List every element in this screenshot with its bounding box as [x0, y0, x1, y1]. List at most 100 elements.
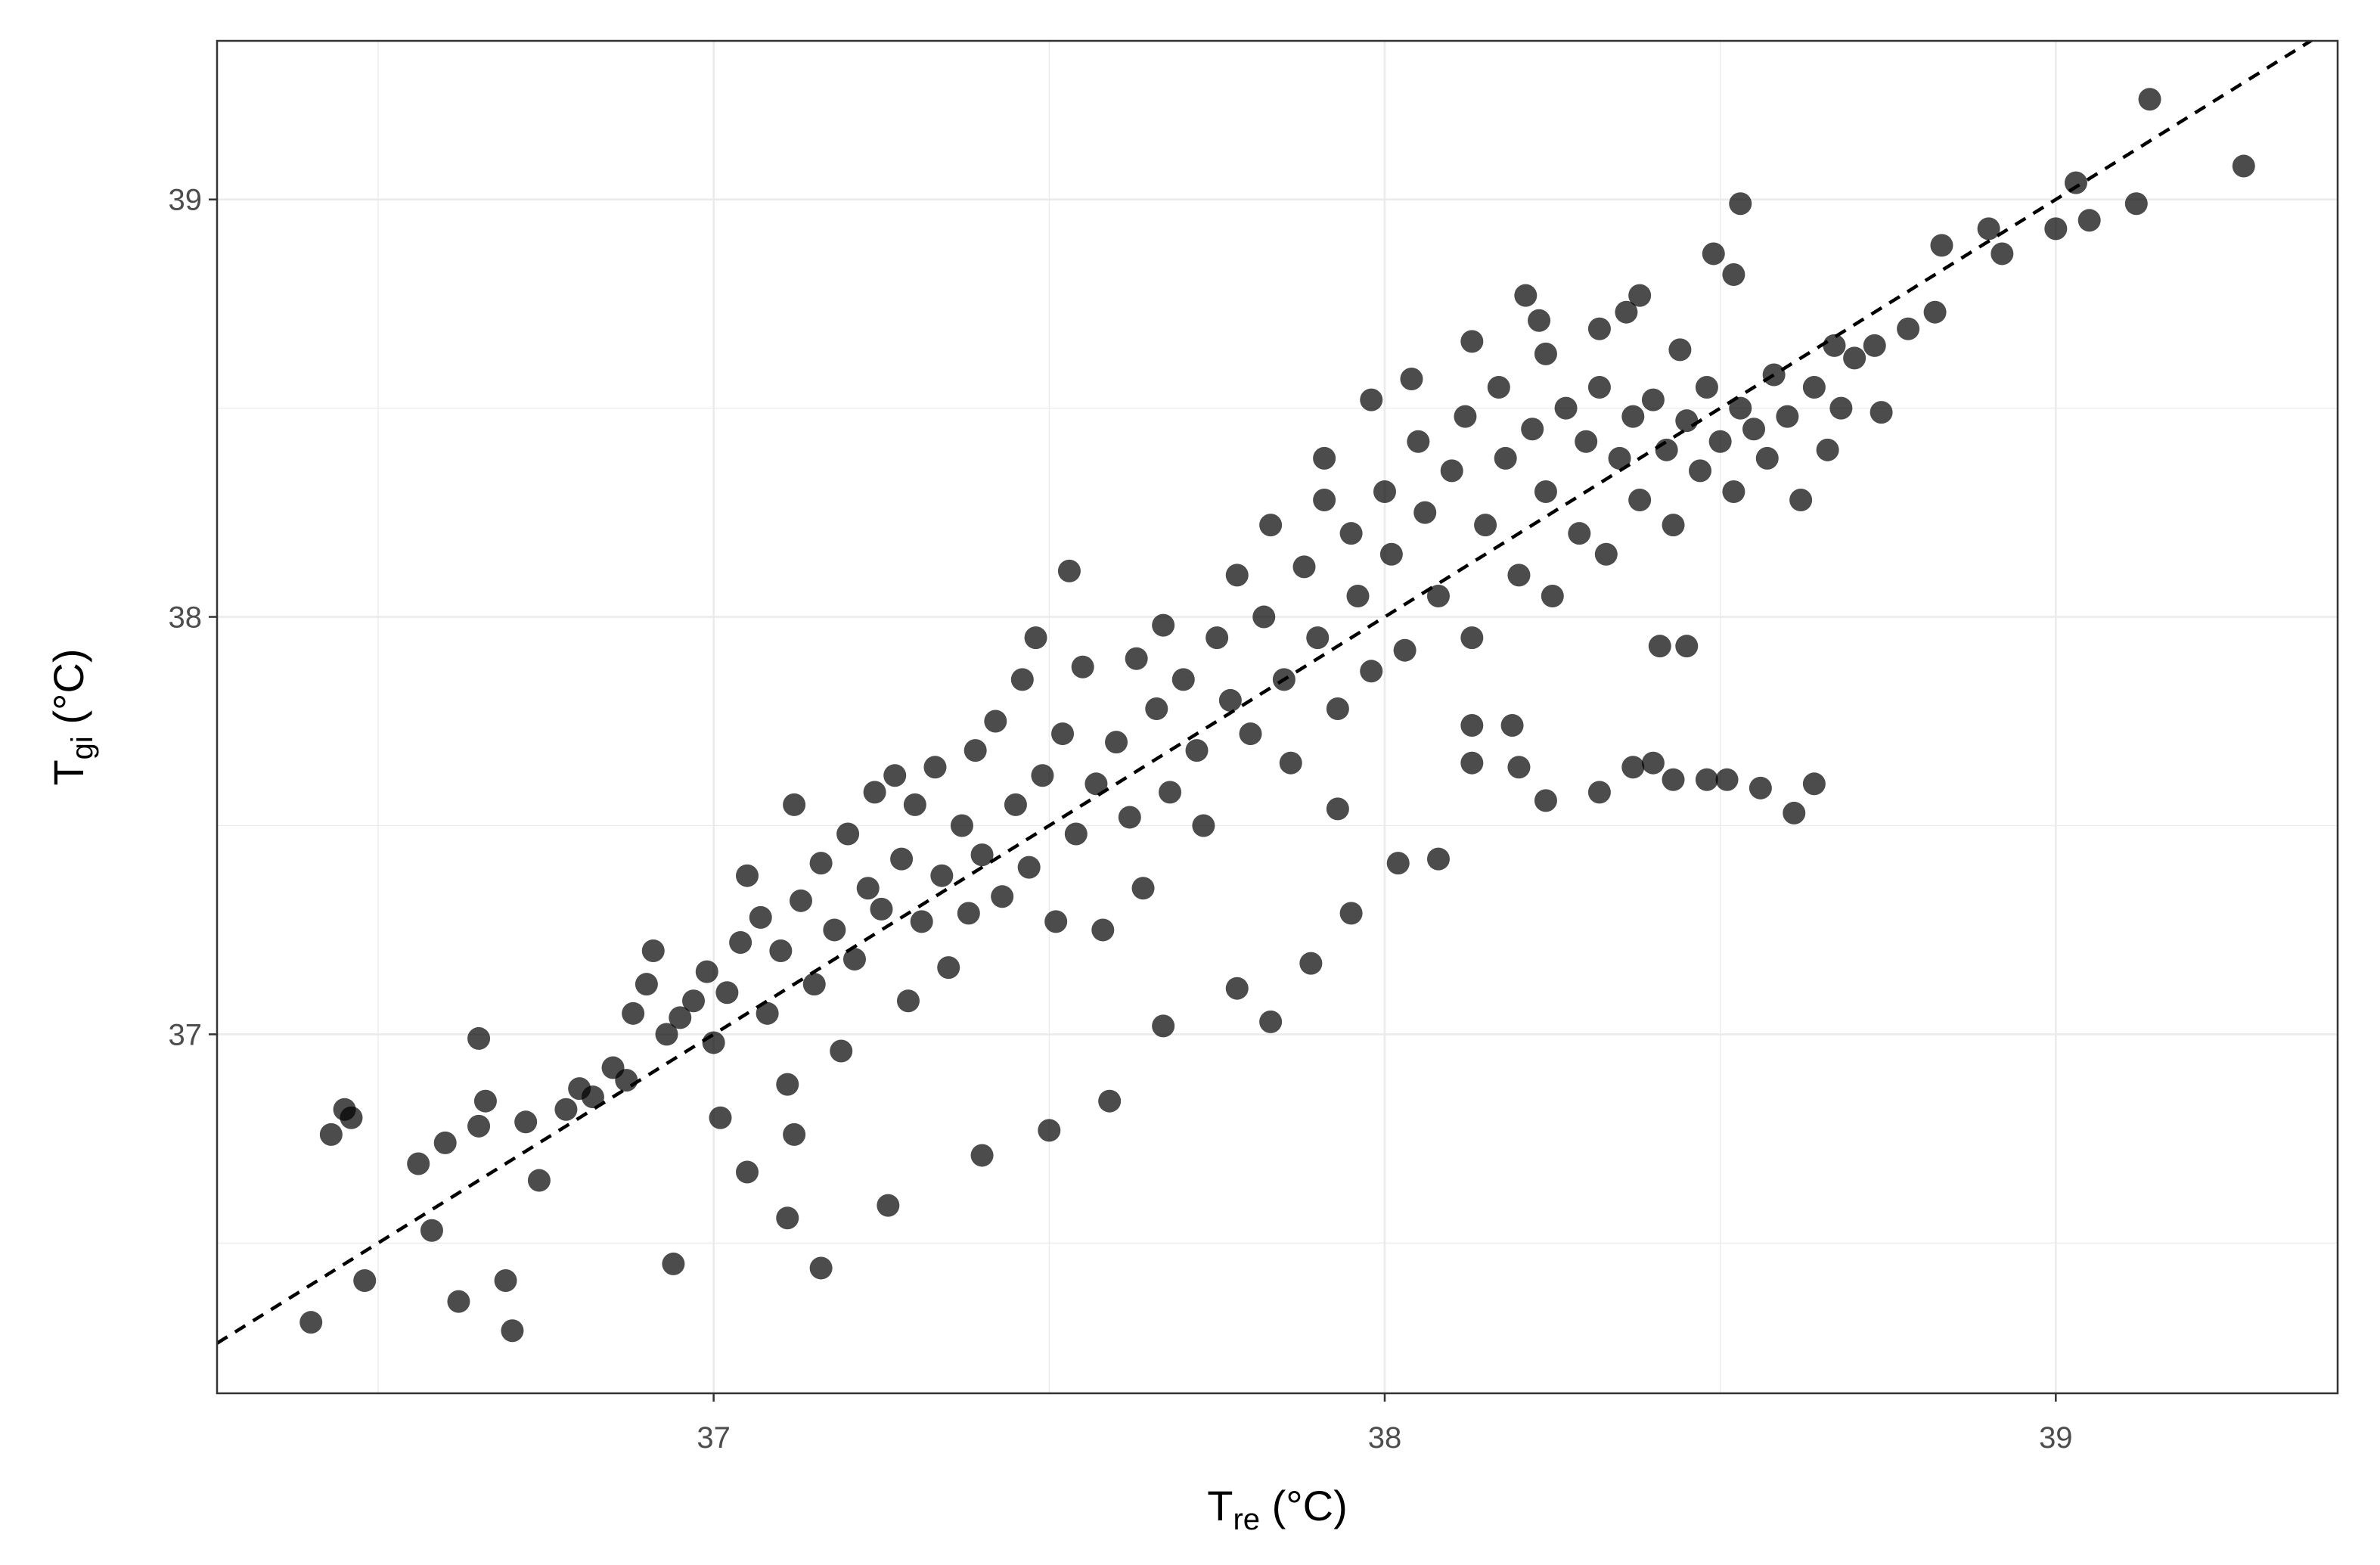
data-point	[1587, 376, 1611, 399]
data-point	[2064, 171, 2087, 194]
data-point	[1507, 756, 1531, 779]
data-point	[1897, 317, 1920, 340]
data-point	[1393, 638, 1417, 662]
data-point	[1460, 626, 1484, 650]
data-point	[1655, 438, 1678, 461]
data-point	[1064, 822, 1088, 846]
data-point	[1568, 522, 1591, 545]
data-point	[2138, 88, 2161, 111]
data-point	[890, 847, 914, 871]
data-point	[1587, 781, 1611, 804]
plot-area	[217, 41, 2314, 1345]
data-point	[1024, 626, 1047, 650]
data-point	[615, 1069, 638, 1092]
data-point	[447, 1290, 470, 1313]
data-point	[1534, 480, 1557, 503]
data-point	[655, 1023, 678, 1046]
data-point	[1206, 626, 1229, 650]
data-point	[1313, 446, 1336, 470]
data-point	[1326, 797, 1349, 821]
x-tick-label: 38	[1368, 1421, 1402, 1455]
data-point	[641, 939, 665, 963]
data-point	[527, 1169, 551, 1192]
x-axis-title: Tre (°C)	[1207, 1482, 1348, 1536]
data-point	[1105, 731, 1128, 754]
data-point	[695, 960, 718, 983]
data-point	[950, 814, 973, 837]
x-tick-label: 37	[697, 1421, 731, 1455]
data-point	[1010, 668, 1034, 691]
data-point	[1729, 396, 1752, 420]
data-point	[1326, 697, 1349, 720]
data-point	[1017, 855, 1041, 879]
data-point	[963, 739, 987, 762]
data-point	[877, 1194, 900, 1217]
data-point	[1091, 918, 1115, 942]
data-point	[769, 939, 793, 963]
data-point	[776, 1206, 799, 1230]
data-point	[756, 1001, 779, 1025]
data-point	[1675, 635, 1699, 658]
data-point	[1259, 514, 1283, 537]
data-point	[467, 1026, 491, 1050]
data-point	[970, 843, 994, 867]
data-point	[1668, 338, 1692, 362]
data-point	[896, 989, 920, 1013]
data-point	[1534, 342, 1557, 365]
data-point	[1870, 401, 1893, 424]
data-point	[702, 1031, 725, 1054]
data-point	[554, 1098, 578, 1121]
data-point	[1977, 217, 2000, 241]
data-point	[1386, 852, 1410, 875]
data-point	[1038, 1119, 1061, 1142]
y-tick-label: 37	[169, 1018, 203, 1051]
data-point	[1722, 480, 1745, 503]
data-point	[1816, 438, 1839, 461]
data-point	[319, 1123, 343, 1146]
data-point	[299, 1311, 323, 1334]
data-point	[1648, 635, 1671, 658]
axes: 37 38 39 37 38 39	[169, 184, 2073, 1455]
data-point	[1460, 714, 1484, 737]
data-point	[1145, 697, 1168, 720]
data-point	[1615, 300, 1638, 324]
data-point	[514, 1110, 538, 1134]
data-point	[1641, 388, 1665, 411]
data-point	[1587, 317, 1611, 340]
data-point	[1474, 514, 1497, 537]
panel-border	[216, 39, 2339, 1395]
data-point	[1722, 263, 1745, 287]
data-point	[729, 931, 752, 954]
data-point	[1252, 605, 1276, 629]
data-point	[930, 864, 954, 887]
data-point	[1507, 564, 1531, 587]
data-point	[1171, 668, 1195, 691]
data-point	[749, 905, 772, 929]
data-point	[1802, 376, 1826, 399]
y-title-unit: (°C)	[45, 648, 92, 736]
data-point	[970, 1144, 994, 1167]
data-point	[1783, 801, 1806, 824]
data-point	[1863, 334, 1886, 357]
data-point	[1628, 284, 1652, 307]
data-point	[1494, 446, 1517, 470]
data-point	[501, 1319, 524, 1343]
data-point	[1689, 459, 1712, 483]
data-point	[1749, 776, 1772, 800]
data-point	[1514, 284, 1538, 307]
data-point	[340, 1106, 363, 1129]
data-point	[709, 1106, 732, 1129]
data-point	[863, 781, 886, 804]
data-point	[1152, 613, 1175, 637]
data-point	[1843, 346, 1866, 370]
data-point	[1802, 772, 1826, 796]
y-axis-title: Tgi (°C)	[45, 648, 99, 785]
data-point	[809, 852, 833, 875]
reference-line	[217, 41, 2314, 1345]
data-point	[353, 1269, 377, 1292]
data-point	[1755, 446, 1779, 470]
data-point	[1279, 751, 1302, 775]
data-point	[957, 902, 980, 925]
data-point	[1460, 751, 1484, 775]
data-point	[1641, 751, 1665, 775]
